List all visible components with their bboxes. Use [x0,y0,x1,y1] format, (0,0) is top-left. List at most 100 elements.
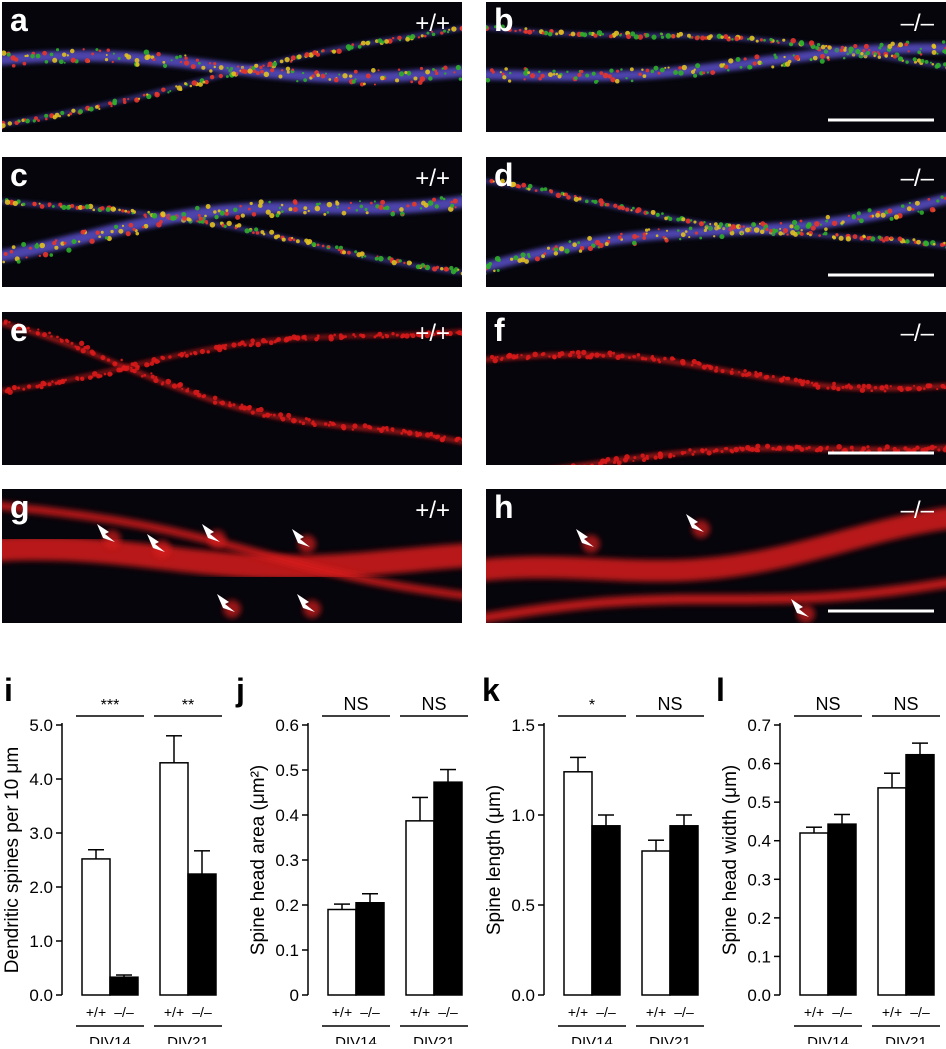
bar-div14-ko [110,977,138,995]
bar-div21-wt [642,851,670,995]
genotype-label-d: –/– [901,167,934,191]
y-tick-label: 0.2 [747,909,771,928]
micrograph-a-image [2,2,462,132]
y-tick-label: 0.7 [747,716,771,735]
micrograph-g: g +/+ [2,489,462,623]
micrograph-a: a +/+ [2,2,462,132]
y-tick-label: 3.0 [29,824,53,843]
y-axis-label: Spine length (μm) [484,785,505,935]
chart-letter-i: i [4,674,13,706]
bar-genotype-label: +/+ [86,1004,106,1020]
significance-label: NS [343,694,368,714]
bar-div14-ko [356,903,384,995]
significance-label: NS [657,694,682,714]
chart-k-plot: Spine length (μm)0.00.51.01.5+/+–/–DIV14… [472,670,708,1044]
bar-div21-ko [906,755,934,995]
bar-genotype-label: –/– [438,1004,458,1020]
y-tick-label: 0.0 [29,986,53,1005]
y-tick-label: 4.0 [29,770,53,789]
y-tick-label: 0.6 [747,755,771,774]
y-tick-label: 1.0 [29,932,53,951]
bar-div14-wt [800,833,828,995]
bar-genotype-label: –/– [360,1004,380,1020]
significance-label: NS [421,694,446,714]
bar-genotype-label: +/+ [332,1004,352,1020]
bar-genotype-label: +/+ [882,1004,902,1020]
y-tick-label: 0.3 [747,870,771,889]
chart-j-plot: Spine head area (μm²)00.10.20.30.40.50.6… [236,670,472,1044]
bar-div21-wt [878,788,906,995]
significance-label: * [589,697,595,714]
genotype-label-e: +/+ [415,322,450,346]
bar-div21-ko [434,782,462,995]
bar-div14-wt [328,910,356,996]
bar-genotype-label: +/+ [804,1004,824,1020]
group-label-div14: DIV14 [807,1034,849,1044]
chart-letter-j: j [236,674,245,706]
bar-div21-ko [188,874,216,995]
bar-genotype-label: +/+ [164,1004,184,1020]
significance-label: NS [815,694,840,714]
y-tick-label: 0.0 [511,986,535,1005]
panel-letter-b: b [494,4,514,36]
panel-letter-g: g [10,491,30,523]
genotype-label-c: +/+ [415,167,450,191]
group-label-div14: DIV14 [571,1034,613,1044]
micrograph-d: d –/– [486,157,946,287]
group-label-div21: DIV21 [167,1034,209,1044]
micrograph-b-image [486,2,946,132]
micrograph-d-image [486,157,946,287]
genotype-label-a: +/+ [415,12,450,36]
panel-letter-f: f [494,314,505,346]
chart-i-plot: Dendritic spines per 10 μm0.01.02.03.04.… [0,670,236,1044]
y-tick-label: 0 [290,986,299,1005]
bar-div14-ko [828,824,856,995]
chart-l-plot: Spine head width (μm)0.00.10.20.30.40.50… [708,670,946,1044]
y-tick-label: 5.0 [29,716,53,735]
bar-genotype-label: +/+ [410,1004,430,1020]
bar-div14-wt [564,772,592,995]
micrograph-g-image [2,489,462,623]
y-tick-label: 0.5 [511,896,535,915]
micrograph-e: e +/+ [2,312,462,465]
y-tick-label: 0.0 [747,986,771,1005]
y-tick-label: 0.5 [275,761,299,780]
y-tick-label: 0.1 [747,947,771,966]
micrograph-f: f –/– [486,312,946,465]
genotype-label-b: –/– [901,12,934,36]
panel-letter-d: d [494,159,514,191]
bar-genotype-label: –/– [192,1004,212,1020]
y-tick-label: 0.3 [275,851,299,870]
chart-letter-k: k [482,674,500,706]
micrograph-c: c +/+ [2,157,462,287]
y-axis-label: Spine head width (μm) [720,765,741,955]
bar-genotype-label: +/+ [646,1004,666,1020]
y-tick-label: 0.2 [275,896,299,915]
group-label-div21: DIV21 [885,1034,927,1044]
group-label-div21: DIV21 [413,1034,455,1044]
bar-genotype-label: –/– [114,1004,134,1020]
group-label-div21: DIV21 [649,1034,691,1044]
y-tick-label: 0.4 [275,806,299,825]
panel-letter-a: a [10,4,28,36]
genotype-label-f: –/– [901,322,934,346]
bar-div21-wt [406,821,434,995]
y-axis-label: Dendritic spines per 10 μm [2,747,23,973]
y-tick-label: 0.5 [747,793,771,812]
bar-div14-wt [82,859,110,995]
genotype-label-h: –/– [901,499,934,523]
bar-genotype-label: –/– [674,1004,694,1020]
panel-letter-e: e [10,314,28,346]
micrograph-e-image [2,312,462,465]
bar-div21-ko [670,826,698,995]
significance-label: *** [101,697,120,714]
genotype-label-g: +/+ [415,499,450,523]
bar-genotype-label: +/+ [568,1004,588,1020]
y-tick-label: 0.1 [275,941,299,960]
panel-letter-c: c [10,159,28,191]
chart-letter-l: l [716,674,725,706]
group-label-div14: DIV14 [335,1034,377,1044]
